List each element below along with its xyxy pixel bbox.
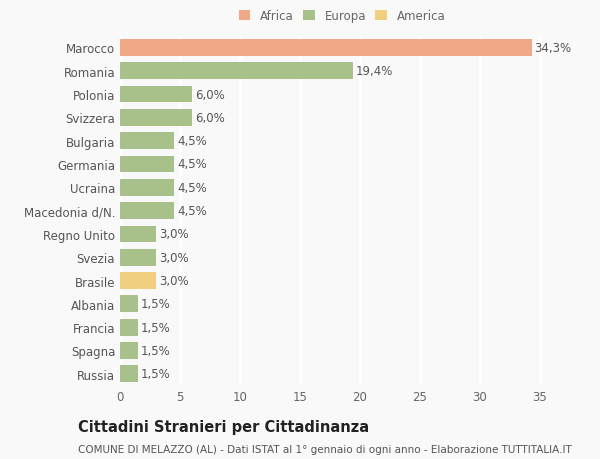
Text: 3,0%: 3,0%	[159, 274, 188, 287]
Text: 4,5%: 4,5%	[177, 181, 207, 194]
Text: Cittadini Stranieri per Cittadinanza: Cittadini Stranieri per Cittadinanza	[78, 419, 369, 434]
Bar	[120, 342, 138, 359]
Bar	[120, 319, 138, 336]
Bar	[120, 86, 192, 103]
Bar	[120, 63, 353, 80]
Text: 1,5%: 1,5%	[141, 321, 171, 334]
Text: 1,5%: 1,5%	[141, 368, 171, 381]
Text: 4,5%: 4,5%	[177, 135, 207, 148]
Bar	[120, 296, 138, 313]
Text: 19,4%: 19,4%	[356, 65, 393, 78]
Bar	[120, 133, 174, 150]
Text: 6,0%: 6,0%	[195, 89, 225, 101]
Text: 3,0%: 3,0%	[159, 228, 188, 241]
Text: 34,3%: 34,3%	[535, 42, 572, 55]
Bar	[120, 273, 156, 289]
Text: 1,5%: 1,5%	[141, 344, 171, 357]
Bar	[120, 110, 192, 127]
Text: 6,0%: 6,0%	[195, 112, 225, 124]
Bar	[120, 179, 174, 196]
Text: COMUNE DI MELAZZO (AL) - Dati ISTAT al 1° gennaio di ogni anno - Elaborazione TU: COMUNE DI MELAZZO (AL) - Dati ISTAT al 1…	[78, 444, 572, 454]
Text: 3,0%: 3,0%	[159, 251, 188, 264]
Bar	[120, 365, 138, 382]
Bar	[120, 249, 156, 266]
Legend: Africa, Europa, America: Africa, Europa, America	[236, 8, 448, 25]
Bar	[120, 156, 174, 173]
Text: 4,5%: 4,5%	[177, 158, 207, 171]
Text: 1,5%: 1,5%	[141, 298, 171, 311]
Text: 4,5%: 4,5%	[177, 205, 207, 218]
Bar	[120, 40, 532, 57]
Bar	[120, 226, 156, 243]
Bar	[120, 203, 174, 219]
